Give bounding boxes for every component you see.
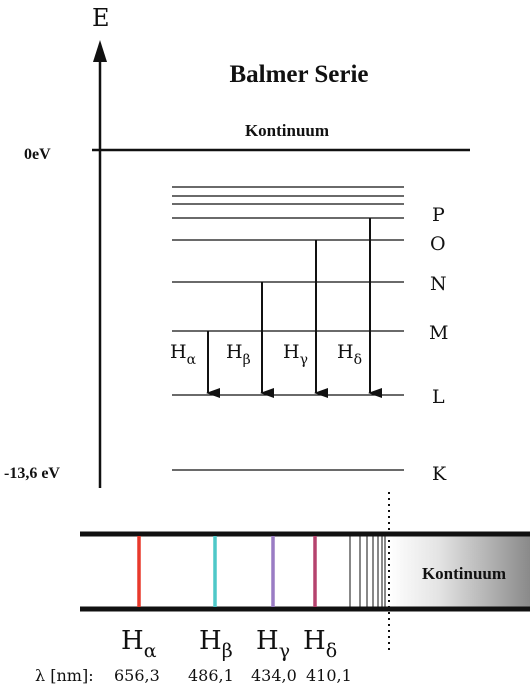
wavelength-h-gamma: 434,0 [251,666,297,685]
wavelength-h-alpha: 656,3 [114,666,160,685]
zero-energy-label: 0eV [24,146,51,163]
spectrum-converging-lines [349,536,386,607]
spectrum-strip: Kontinuum [80,492,530,650]
shell-label-m: M [429,322,448,344]
spectrum-continuum-label: Kontinuum [422,564,506,583]
h-delta-label: Hδ [337,341,362,368]
diagram-title: Balmer Serie [229,61,368,88]
wavelength-axis-label: λ [nm]: [35,666,94,685]
energy-axis-label: E [92,4,110,32]
h-beta-label: Hβ [226,341,251,368]
h-gamma-label: Hγ [283,341,308,368]
wavelength-h-delta: 410,1 [306,666,352,685]
shell-labels: P O N M L K [429,204,448,485]
continuum-label: Kontinuum [245,121,329,140]
spectrum-continuum-region [389,534,530,609]
spectrum-h-gamma-label: Hγ [256,626,290,662]
ground-energy-label: -13,6 eV [4,465,60,482]
h-alpha-label: Hα [170,341,197,368]
spectrum-h-delta-label: Hδ [303,626,337,662]
energy-axis-arrow-icon [93,40,107,62]
spectrum-h-alpha-label: Hα [121,626,157,662]
shell-label-p: P [432,204,445,226]
spectrum-h-beta-label: Hβ [199,626,233,662]
shell-label-l: L [432,386,445,408]
wavelength-h-beta: 486,1 [188,666,234,685]
shell-label-k: K [432,463,447,485]
transition-arrows [206,218,382,398]
shell-label-o: O [430,233,446,255]
shell-label-n: N [430,273,447,295]
energy-levels [172,186,404,471]
